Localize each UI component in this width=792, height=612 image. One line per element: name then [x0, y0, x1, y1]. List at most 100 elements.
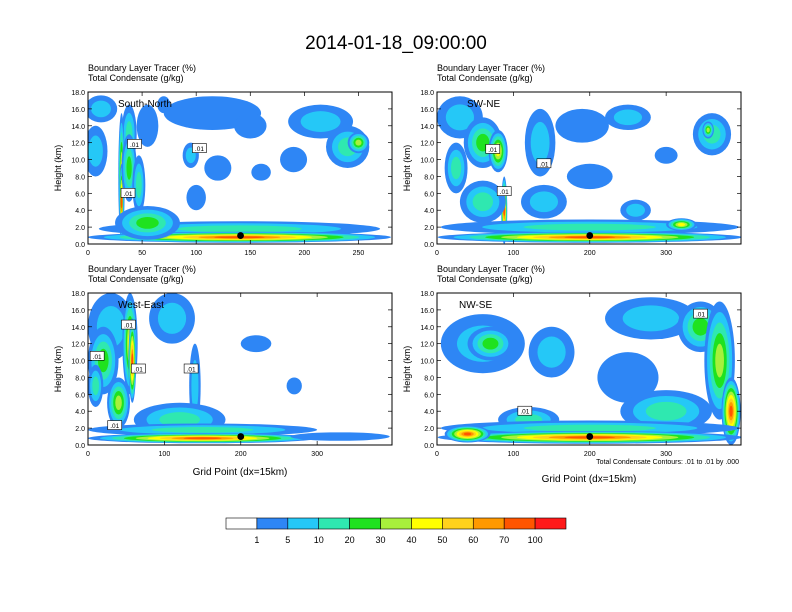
section-label: South-North [118, 99, 172, 110]
x-tick-label: 0 [435, 451, 439, 458]
y-tick-label: 18.0 [71, 291, 85, 298]
colorbar-swatch [442, 517, 474, 530]
x-tick-label: 0 [86, 451, 90, 458]
location-marker [237, 433, 245, 440]
contour-label: .01 [124, 191, 133, 198]
y-tick-label: 8.0 [75, 375, 85, 382]
tracer-blob [300, 111, 341, 132]
tracer-field [88, 92, 392, 244]
tracer-blob [654, 146, 678, 164]
tracer-blob [451, 156, 462, 180]
tracer-blob [645, 401, 687, 421]
contour-label-box [107, 420, 123, 430]
contour-label: .01 [500, 189, 509, 196]
y-tick-label: 12.0 [420, 141, 434, 148]
tracer-blob [692, 317, 709, 336]
x-tick-label: 100 [508, 250, 520, 257]
y-tick-label: 14.0 [420, 124, 434, 131]
tracer-blob [286, 377, 302, 395]
contour-label: .01 [696, 312, 705, 319]
tracer-blob [204, 155, 232, 181]
tracer-blob [151, 426, 254, 433]
contour-label-box [517, 405, 533, 416]
colorbar-swatch [225, 517, 258, 530]
tracer-blob [537, 336, 566, 368]
y-tick-label: 8.0 [424, 375, 434, 382]
contour-label: .01 [539, 161, 548, 168]
y-tick-label: 2.0 [424, 225, 434, 232]
contour-label-box [183, 363, 199, 374]
y-tick-label: 12.0 [71, 141, 85, 148]
colorbar-label: 20 [345, 535, 355, 545]
tracer-blob [626, 203, 645, 217]
tracer-blob [135, 171, 142, 199]
tracer-blob [240, 335, 272, 353]
tracer-blob [597, 352, 659, 403]
x-tick-label: 300 [660, 451, 672, 458]
section-label: West-East [118, 300, 164, 311]
x-tick-label: 50 [138, 250, 146, 257]
tracer-blob [622, 305, 680, 332]
colorbar-swatch [503, 517, 536, 530]
contour-label-box [127, 139, 142, 149]
panel-title-tracer: Boundary Layer Tracer (%) [88, 264, 196, 274]
tracer-blob [523, 223, 656, 231]
y-tick-label: 0.0 [75, 242, 85, 249]
tracer-blob [159, 412, 201, 428]
tracer-blob [88, 135, 103, 167]
x-tick-label: 100 [159, 451, 171, 458]
panel-title-tracer: Boundary Layer Tracer (%) [88, 63, 196, 73]
tracer-blob [234, 113, 267, 139]
colorbar-swatch [472, 517, 505, 530]
x-tick-label: 200 [299, 250, 311, 257]
tracer-blob [445, 104, 475, 131]
y-tick-label: 0.0 [75, 443, 85, 450]
x-tick-label: 300 [660, 250, 672, 257]
y-tick-label: 2.0 [424, 426, 434, 433]
tracer-blob [530, 121, 550, 164]
y-tick-label: 14.0 [71, 325, 85, 332]
colorbar-swatch [380, 517, 412, 530]
colorbar-label: 5 [285, 535, 290, 545]
y-axis-label: Height (km) [402, 145, 412, 192]
y-tick-label: 16.0 [420, 308, 434, 315]
tracer-field [437, 92, 741, 244]
contour-label: .01 [134, 367, 143, 374]
y-axis-label: Height (km) [53, 145, 63, 192]
tracer-blob [290, 432, 390, 441]
y-tick-label: 16.0 [71, 308, 85, 315]
contour-label: .01 [93, 354, 102, 361]
colorbar-label: 50 [437, 535, 447, 545]
y-tick-label: 6.0 [75, 392, 85, 399]
y-tick-label: 0.0 [424, 443, 434, 450]
contour-label: .01 [187, 367, 196, 374]
x-axis-label: Grid Point (dx=15km) [542, 474, 637, 485]
y-tick-label: 2.0 [75, 225, 85, 232]
tracer-blob [186, 184, 206, 211]
tracer-blob [251, 163, 271, 181]
tracer-blob [136, 104, 159, 147]
y-tick-label: 4.0 [75, 409, 85, 416]
contour-label: .01 [488, 147, 497, 154]
tracer-blob [176, 225, 302, 233]
y-tick-label: 10.0 [71, 359, 85, 366]
colorbar-swatch [256, 517, 289, 530]
colorbar-label: 40 [406, 535, 416, 545]
contour-label-box [485, 144, 501, 154]
contour-label-box [89, 351, 105, 361]
x-tick-label: 300 [311, 451, 323, 458]
contour-label: .01 [520, 409, 529, 416]
y-tick-label: 12.0 [71, 342, 85, 349]
y-tick-label: 6.0 [424, 392, 434, 399]
tracer-blob [715, 343, 724, 378]
x-tick-label: 200 [584, 250, 596, 257]
y-axis-label: Height (km) [402, 346, 412, 393]
y-tick-label: 14.0 [420, 325, 434, 332]
colorbar-swatch [287, 517, 320, 530]
tracer-blob [613, 109, 643, 126]
location-marker [237, 232, 244, 239]
location-marker [586, 433, 594, 440]
plot-frame [87, 91, 393, 245]
contour-label-box [131, 363, 146, 374]
